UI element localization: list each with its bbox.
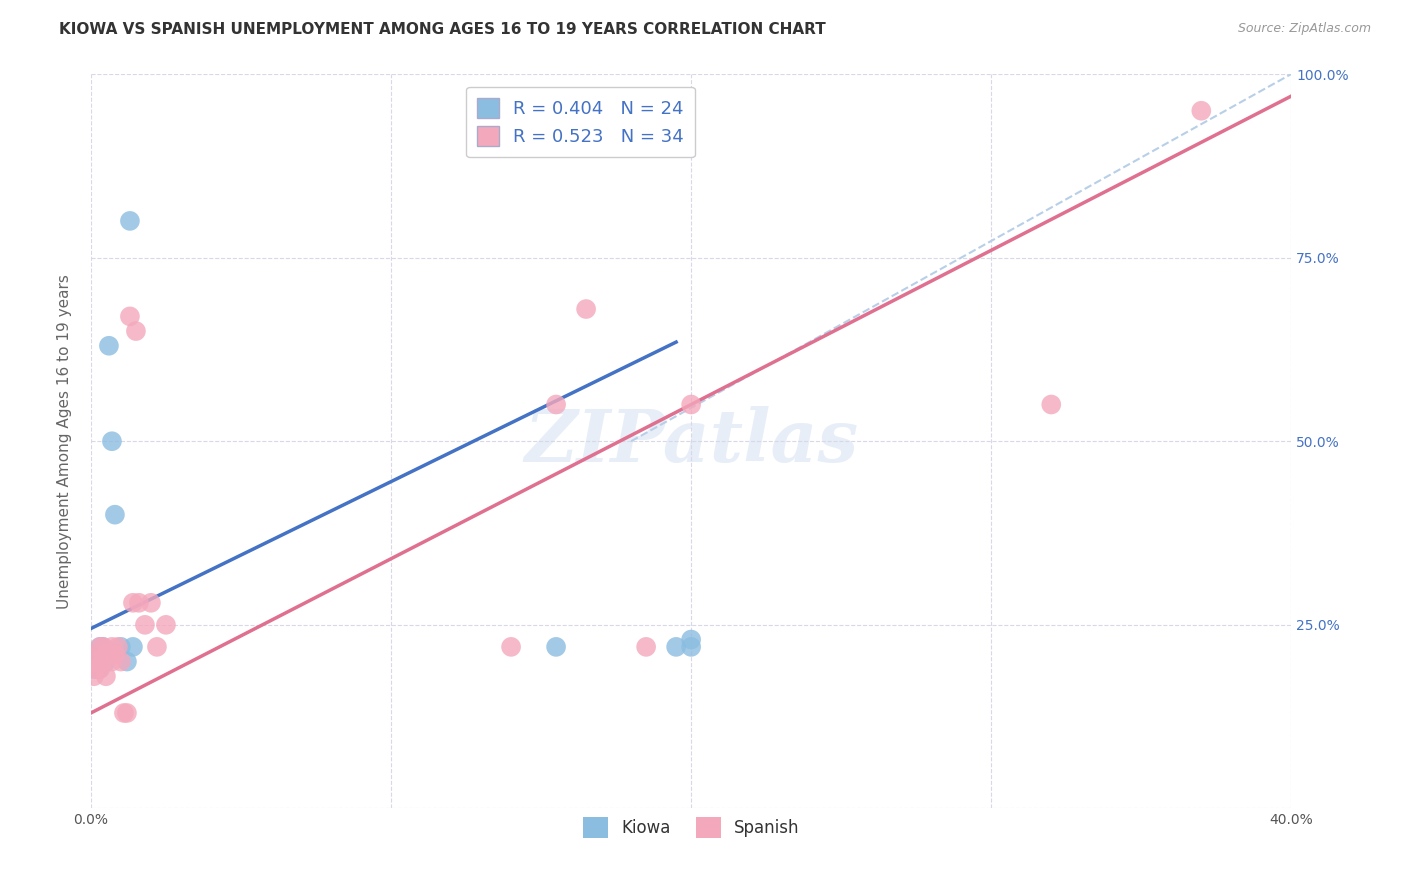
Point	[110, 640, 132, 654]
Point	[89, 662, 111, 676]
Point	[89, 655, 111, 669]
Point	[91, 640, 114, 654]
Point	[94, 655, 117, 669]
Legend: Kiowa, Spanish: Kiowa, Spanish	[576, 811, 806, 844]
Point	[122, 596, 145, 610]
Point	[112, 706, 135, 720]
Point	[499, 640, 522, 654]
Point	[97, 339, 120, 353]
Point	[122, 640, 145, 654]
Point	[681, 632, 703, 647]
Point	[125, 324, 148, 338]
Point	[86, 647, 108, 661]
Point	[546, 397, 568, 411]
Point	[83, 669, 105, 683]
Point	[94, 647, 117, 661]
Point	[89, 640, 111, 654]
Point	[118, 310, 141, 324]
Point	[91, 655, 114, 669]
Point	[155, 617, 177, 632]
Point	[107, 640, 129, 654]
Point	[97, 647, 120, 661]
Point	[1040, 397, 1063, 411]
Point	[89, 640, 111, 654]
Point	[1189, 103, 1212, 118]
Point	[665, 640, 688, 654]
Point	[128, 596, 150, 610]
Point	[101, 655, 124, 669]
Text: Source: ZipAtlas.com: Source: ZipAtlas.com	[1237, 22, 1371, 36]
Point	[146, 640, 169, 654]
Point	[101, 640, 124, 654]
Point	[83, 655, 105, 669]
Point	[89, 655, 111, 669]
Point	[83, 655, 105, 669]
Point	[86, 647, 108, 661]
Point	[110, 655, 132, 669]
Point	[681, 640, 703, 654]
Point	[83, 662, 105, 676]
Point	[575, 301, 598, 316]
Text: ZIPatlas: ZIPatlas	[524, 406, 858, 476]
Text: KIOWA VS SPANISH UNEMPLOYMENT AMONG AGES 16 TO 19 YEARS CORRELATION CHART: KIOWA VS SPANISH UNEMPLOYMENT AMONG AGES…	[59, 22, 825, 37]
Point	[86, 662, 108, 676]
Point	[83, 647, 105, 661]
Point	[139, 596, 162, 610]
Point	[104, 647, 127, 661]
Point	[104, 508, 127, 522]
Point	[91, 640, 114, 654]
Point	[89, 647, 111, 661]
Point	[94, 669, 117, 683]
Y-axis label: Unemployment Among Ages 16 to 19 years: Unemployment Among Ages 16 to 19 years	[58, 274, 72, 608]
Point	[101, 434, 124, 449]
Point	[115, 655, 138, 669]
Point	[86, 662, 108, 676]
Point	[86, 655, 108, 669]
Point	[681, 397, 703, 411]
Point	[91, 647, 114, 661]
Point	[636, 640, 658, 654]
Point	[115, 706, 138, 720]
Point	[118, 214, 141, 228]
Point	[89, 662, 111, 676]
Point	[546, 640, 568, 654]
Point	[134, 617, 156, 632]
